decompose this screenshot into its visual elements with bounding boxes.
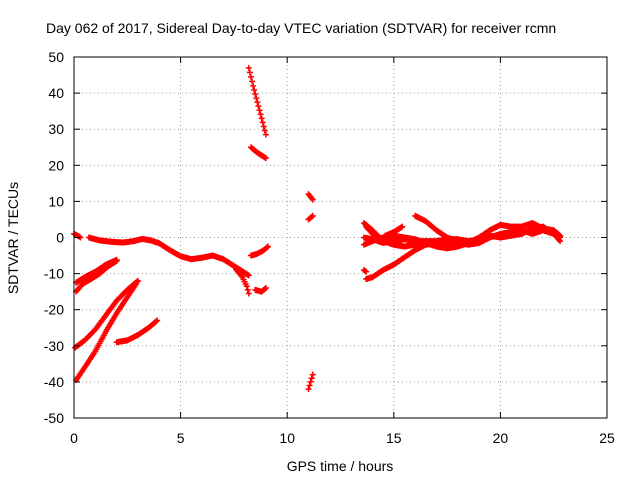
data-point: [262, 131, 269, 138]
data-point: [262, 155, 269, 162]
data-point: [255, 103, 262, 110]
grid: [74, 57, 607, 418]
y-tick-label: 20: [48, 157, 64, 173]
data-point: [113, 256, 120, 263]
data-point: [245, 290, 252, 297]
data-point: [265, 243, 272, 250]
y-tick-label: 10: [48, 193, 64, 209]
y-axis-label: SDTVAR / TECUs: [5, 182, 21, 294]
data-point: [243, 283, 250, 290]
data-point: [244, 286, 251, 293]
data-point: [252, 91, 259, 98]
data-point: [256, 107, 263, 114]
y-tick-label: 40: [48, 85, 64, 101]
x-tick-label: 5: [177, 430, 185, 446]
data-point: [308, 375, 315, 382]
y-tick-label: -30: [44, 338, 64, 354]
data-point: [134, 277, 141, 284]
data-point: [309, 196, 316, 203]
data-point: [262, 285, 269, 292]
data-point: [250, 82, 257, 89]
x-tick-label: 15: [386, 430, 402, 446]
data-point: [254, 99, 261, 106]
x-tick-label: 10: [279, 430, 295, 446]
data-point: [309, 371, 316, 378]
x-tick-label: 20: [493, 430, 509, 446]
data-point: [260, 123, 267, 130]
plot-frame: [73, 56, 608, 419]
y-ticks: -50 -40 -30 -20 -10 0 10 20 30 40 50: [44, 49, 607, 426]
y-tick-label: -10: [44, 266, 64, 282]
x-tick-label: 0: [70, 430, 78, 446]
x-axis-label: GPS time / hours: [287, 458, 394, 474]
data-point: [307, 378, 314, 385]
data-point: [258, 115, 265, 122]
x-ticks: 0 5 10 15 20 25: [70, 57, 615, 446]
data-point: [308, 213, 315, 220]
data-point: [249, 78, 256, 85]
data-point: [153, 318, 160, 325]
data-point: [253, 95, 260, 102]
data-point: [261, 127, 268, 134]
y-tick-label: -20: [44, 302, 64, 318]
data-point: [132, 281, 139, 288]
data-point: [247, 73, 254, 80]
data-point: [251, 86, 258, 93]
data-point: [245, 272, 252, 279]
y-tick-label: 50: [48, 49, 64, 65]
data-point: [263, 244, 270, 251]
data-point: [306, 382, 313, 389]
data-point: [246, 69, 253, 76]
x-tick-label: 25: [599, 430, 615, 446]
data-point: [305, 386, 312, 393]
data-point: [154, 317, 161, 324]
data-point: [363, 268, 370, 275]
chart-title: Day 062 of 2017, Sidereal Day-to-day VTE…: [46, 20, 556, 36]
y-tick-label: 30: [48, 121, 64, 137]
data-points: [71, 64, 564, 393]
data-point: [257, 111, 264, 118]
y-tick-label: 0: [56, 230, 64, 246]
y-tick-label: -50: [44, 410, 64, 426]
data-point: [245, 64, 252, 71]
data-point: [454, 238, 461, 245]
data-point: [362, 267, 369, 274]
y-tick-label: -40: [44, 374, 64, 390]
data-point: [259, 119, 266, 126]
data-point: [399, 223, 406, 230]
data-point: [309, 212, 316, 219]
data-point: [557, 234, 564, 241]
data-point: [261, 285, 268, 292]
